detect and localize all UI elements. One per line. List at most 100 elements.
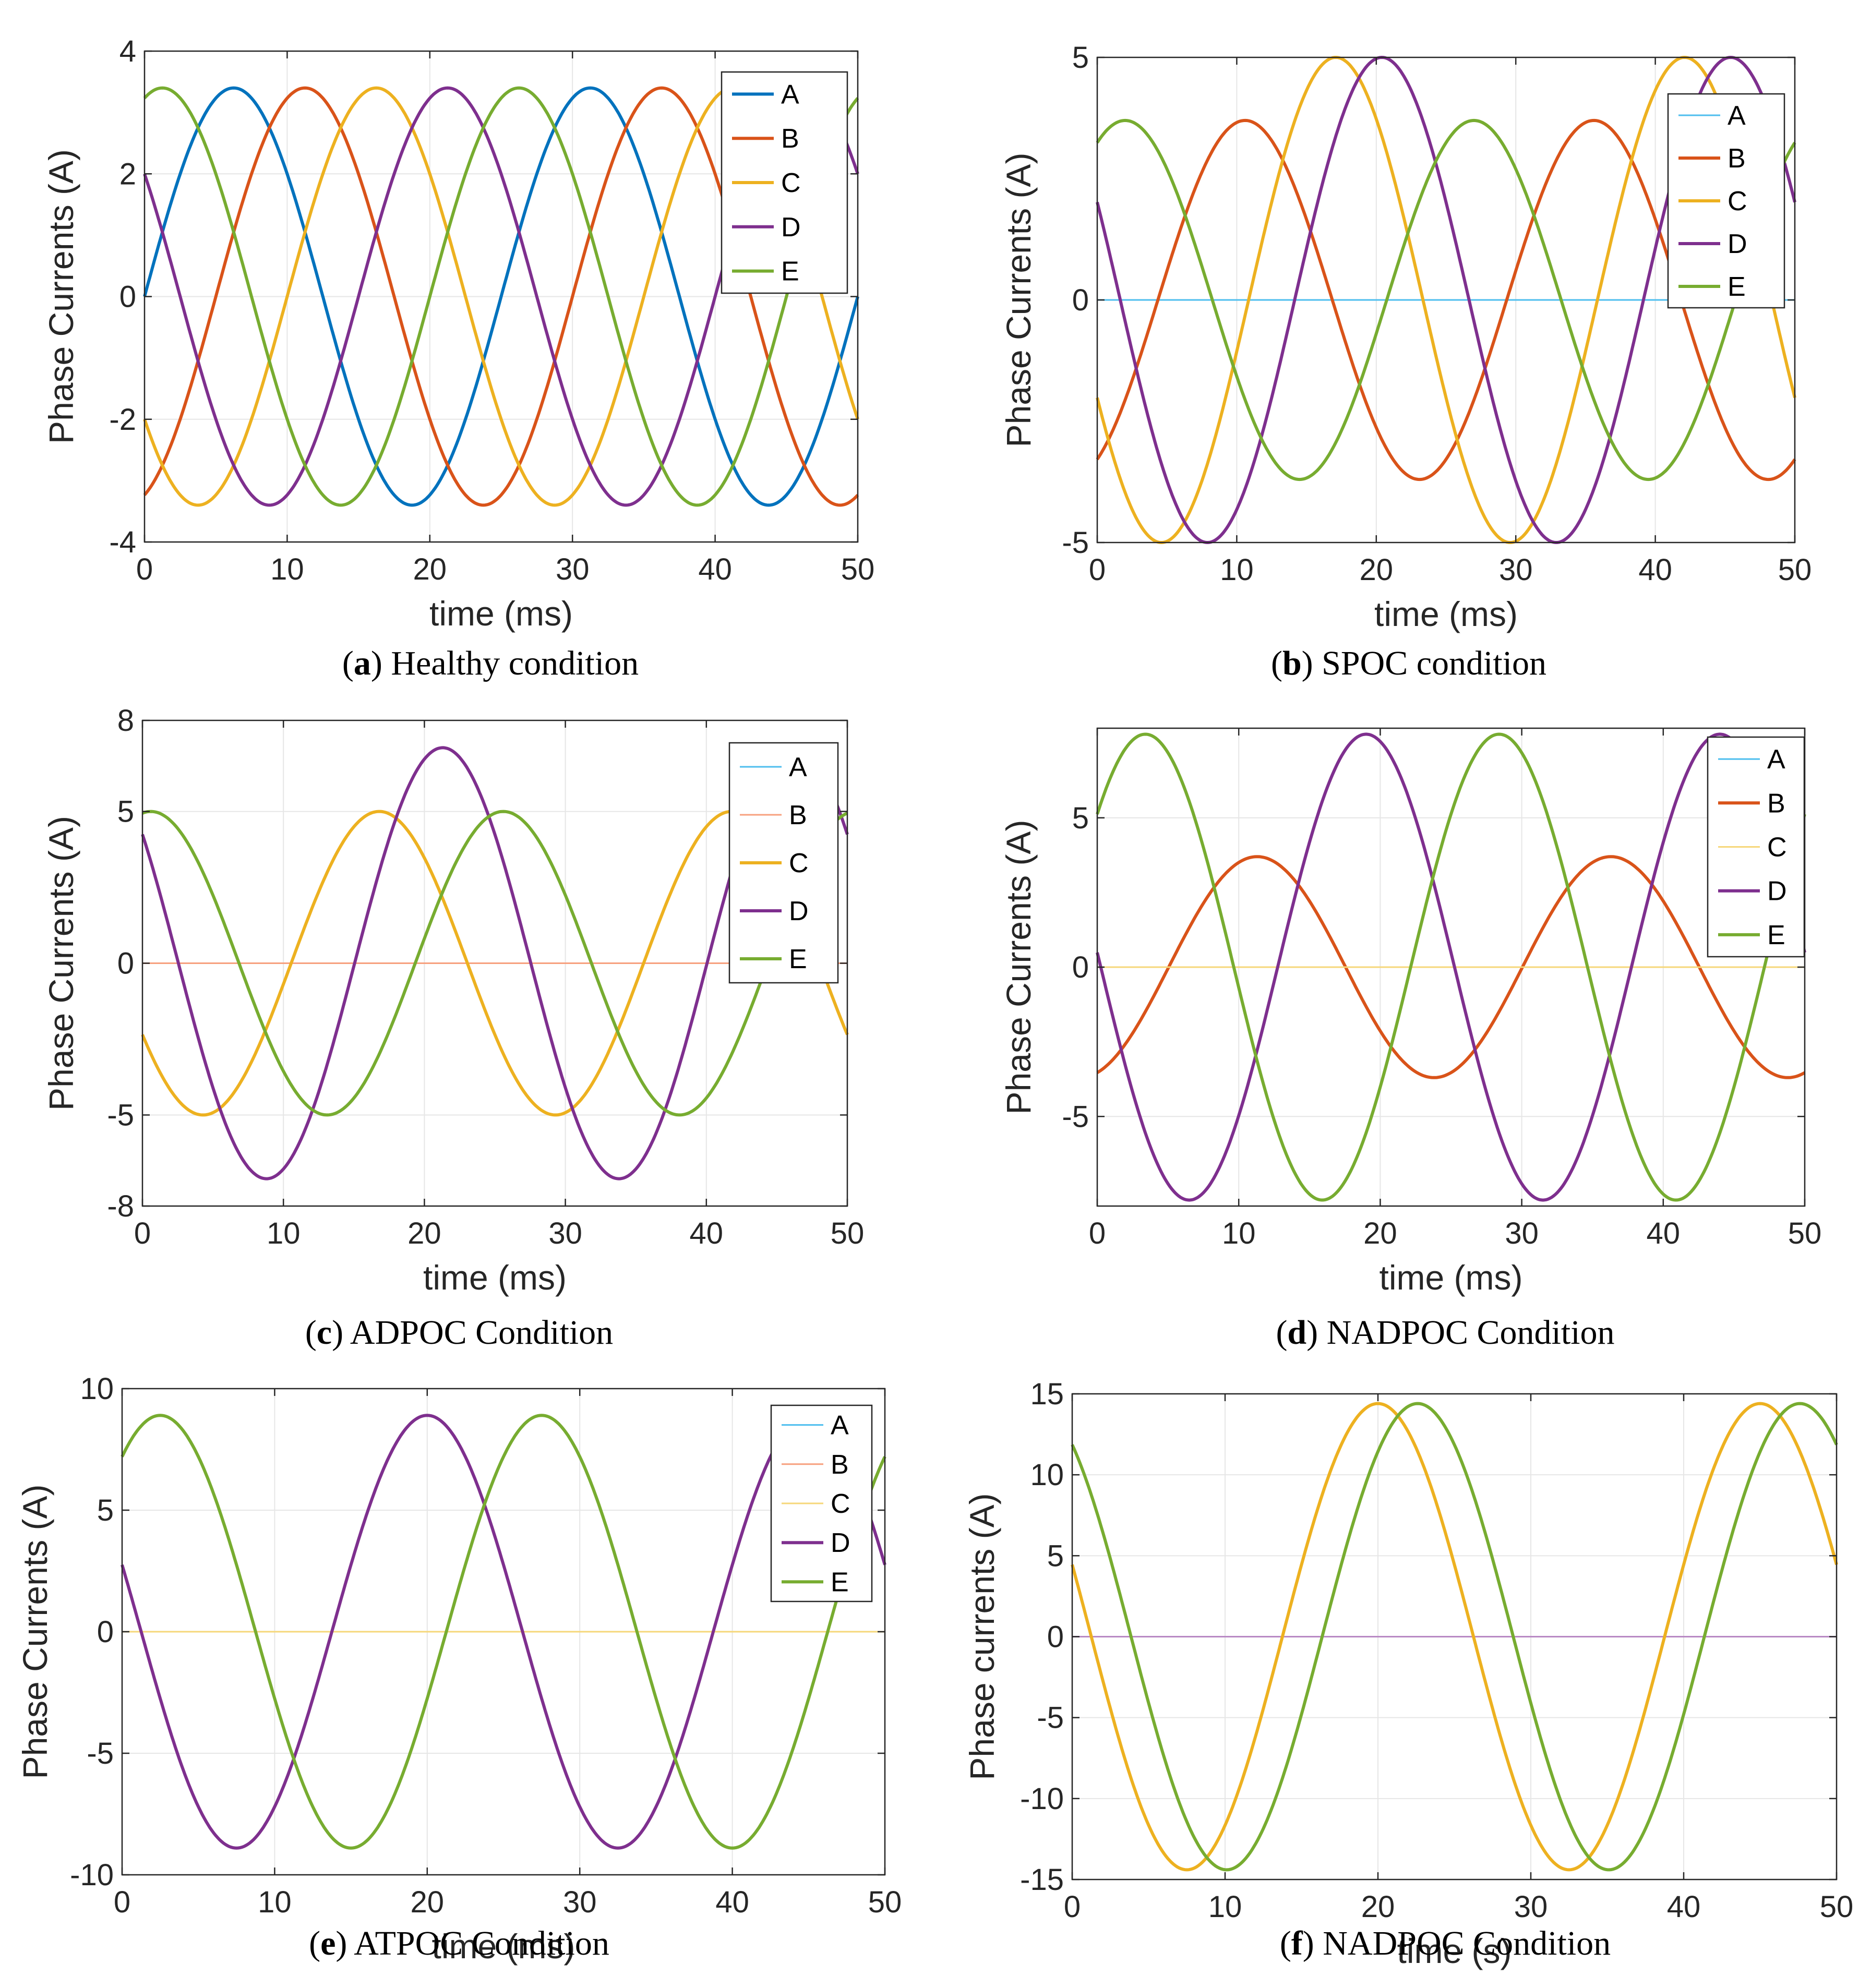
y-tick-label: 10: [80, 1372, 114, 1406]
y-tick-label: 4: [119, 34, 136, 68]
y-tick-label: -8: [107, 1189, 134, 1223]
x-tick-label: 10: [1222, 1216, 1256, 1250]
x-tick-label: 50: [1778, 553, 1812, 587]
legend-label-d: D: [1767, 876, 1787, 907]
legend-label-c: C: [1767, 833, 1787, 863]
x-tick-label: 40: [1647, 1216, 1681, 1250]
y-axis-title: Phase Currents (A): [16, 1485, 54, 1779]
legend-label-a: A: [1728, 101, 1746, 131]
x-tick-label: 30: [1499, 553, 1533, 587]
caption-paren-open: (: [309, 1924, 320, 1962]
x-tick-label: 10: [267, 1216, 301, 1250]
x-tick-label: 50: [868, 1885, 902, 1919]
x-tick-label: 20: [411, 1885, 445, 1919]
legend-label-b: B: [831, 1450, 849, 1480]
x-tick-label: 50: [1788, 1216, 1822, 1250]
x-tick-label: 40: [698, 552, 732, 586]
series-line-e: [1071, 1402, 1838, 1872]
x-tick-label: 30: [548, 1216, 582, 1250]
x-tick-label: 30: [556, 552, 590, 586]
y-axis-title: Phase Currents (A): [42, 149, 80, 444]
legend-label-d: D: [789, 896, 809, 926]
series-line-d: [121, 1414, 886, 1850]
legend-label-a: A: [831, 1411, 849, 1441]
chart-a: 0 10 20 30 40 50 -4 -2 0 2 4 time (ms) Phase Current…: [42, 34, 874, 682]
x-tick-label: 50: [841, 552, 875, 586]
caption-title: NADPOC Condition: [1318, 1314, 1614, 1352]
caption-paren-open: (: [1276, 1314, 1287, 1352]
caption-letter: d: [1287, 1314, 1306, 1352]
x-tick-label: 0: [136, 552, 153, 586]
legend-label-e: E: [781, 257, 799, 287]
legend-label-a: A: [789, 752, 807, 782]
caption-title: ATPOC Condition: [347, 1924, 609, 1962]
caption: (c) ADPOC Condition: [305, 1314, 613, 1352]
legend-label-b: B: [1728, 143, 1746, 174]
caption-letter: a: [354, 644, 371, 682]
y-tick-label: 0: [1072, 950, 1089, 984]
series-line-c: [1071, 1402, 1838, 1872]
x-axis-title: time (s): [1397, 1932, 1512, 1970]
legend-label-a: A: [1767, 744, 1785, 775]
caption-letter: b: [1282, 644, 1302, 682]
x-axis-title: time (ms): [432, 1927, 575, 1966]
y-tick-label: 0: [119, 280, 136, 314]
legend-label-b: B: [1767, 788, 1785, 818]
caption: (b) SPOC condition: [1271, 644, 1546, 682]
legend-label-c: C: [781, 168, 801, 198]
y-tick-label: 10: [1030, 1458, 1064, 1492]
y-tick-label: 5: [1047, 1539, 1064, 1573]
y-tick-label: 0: [1047, 1620, 1064, 1654]
legend-label-c: C: [831, 1489, 850, 1519]
x-tick-label: 50: [1820, 1890, 1854, 1924]
x-tick-label: 10: [270, 552, 304, 586]
legend-label-e: E: [1767, 920, 1785, 950]
y-tick-label: 5: [97, 1493, 114, 1527]
legend-label-a: A: [781, 79, 799, 110]
x-tick-label: 10: [1220, 553, 1254, 587]
legend-label-b: B: [789, 800, 807, 830]
legend-label-b: B: [781, 124, 799, 154]
y-tick-label: 0: [117, 947, 134, 981]
caption-paren-open: (: [1271, 644, 1282, 682]
legend-label-c: C: [789, 848, 809, 878]
caption-title: Healthy condition: [382, 644, 639, 682]
caption-paren-close: ): [1302, 644, 1313, 682]
y-axis-title: Phase Currents (A): [999, 153, 1038, 448]
x-tick-label: 30: [1514, 1890, 1548, 1924]
series-line-e: [1096, 118, 1796, 481]
legend-label-c: C: [1728, 186, 1747, 216]
x-tick-label: 40: [1638, 553, 1672, 587]
chart-c: 0 10 20 30 40 50 -8 -5 0 5 8 time (ms) Phase Current…: [42, 704, 864, 1352]
legend-label-e: E: [1728, 272, 1746, 302]
x-tick-label: 10: [258, 1885, 292, 1919]
x-axis-title: time (ms): [1380, 1258, 1523, 1297]
x-tick-label: 0: [114, 1885, 130, 1919]
series-line-e: [143, 86, 859, 507]
caption-title: SPOC condition: [1313, 644, 1546, 682]
y-tick-label: -15: [1020, 1863, 1064, 1897]
x-tick-label: 0: [1064, 1890, 1081, 1924]
caption-title: NADPOC Condition: [1314, 1924, 1611, 1962]
y-tick-label: 5: [1072, 801, 1089, 835]
series-line-e: [1096, 732, 1806, 1202]
x-tick-label: 0: [1089, 1216, 1106, 1250]
y-tick-label: 0: [97, 1615, 114, 1649]
legend-label-e: E: [789, 944, 807, 974]
x-tick-label: 0: [134, 1216, 151, 1250]
y-axis-title: Phase currents (A): [963, 1493, 1001, 1780]
x-axis-title: time (ms): [1374, 595, 1518, 633]
x-tick-label: 30: [1505, 1216, 1539, 1250]
y-tick-label: -5: [1037, 1701, 1064, 1735]
x-tick-label: 20: [1363, 1216, 1397, 1250]
caption: (a) Healthy condition: [342, 644, 639, 682]
caption-paren-close: ): [332, 1314, 343, 1352]
y-tick-label: -2: [109, 403, 136, 437]
x-tick-label: 0: [1089, 553, 1106, 587]
x-tick-label: 50: [831, 1216, 865, 1250]
series-line-a: [143, 86, 859, 507]
